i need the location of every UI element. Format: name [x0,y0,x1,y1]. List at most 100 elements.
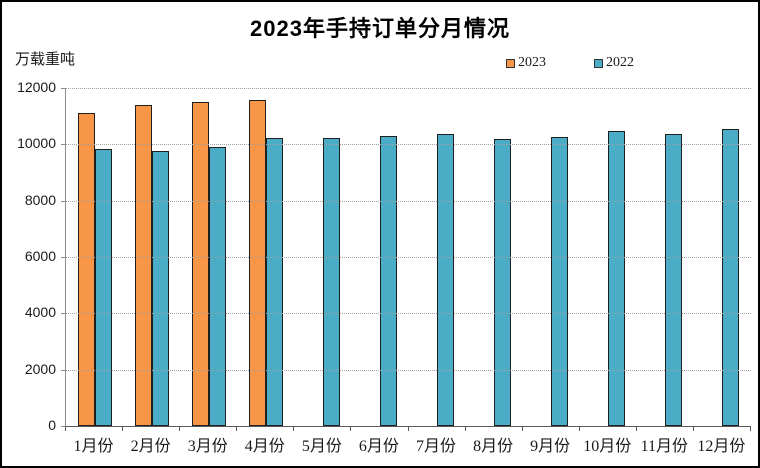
bar-group-5月份 [294,88,351,426]
bar-2022-4月份 [265,138,283,426]
bar-slot [77,88,95,426]
bar-slot [151,88,169,426]
x-axis-label-10月份: 10月份 [583,438,632,455]
x-axis-label-9月份: 9月份 [530,438,571,455]
bar-group-6月份 [351,88,408,426]
bar-slot [265,88,283,426]
bar-2022-8月份 [494,138,512,426]
x-axis-tick-mark [122,427,124,431]
x-axis-tick-mark [464,427,466,431]
x-axis-tick-mark [578,427,580,431]
y-axis-tick-label: 0 [48,417,56,433]
legend-label-2022: 2022 [606,55,634,70]
bar-group-12月份 [694,88,751,426]
x-axis-label-4月份: 4月份 [244,438,285,455]
x-axis-label-11月份: 11月份 [640,438,689,455]
bar-slot [322,88,340,426]
x-axis-label-1月份: 1月份 [73,438,114,455]
x-axis-tick-mark [750,427,751,431]
x-axis-tick-mark [692,427,694,431]
gridline-8000 [66,200,751,202]
bar-2023-2月份 [134,104,152,426]
gridline-10000 [66,144,751,146]
bar-slot [608,88,626,426]
legend-label-2023: 2023 [518,55,546,70]
legend-swatch-2023 [506,58,515,68]
y-axis-tick-label: 8000 [24,191,56,208]
bar-slot [665,88,683,426]
y-axis-tick-mark [61,88,65,89]
legend-item-2022: 2022 [594,55,634,71]
y-axis-tick-mark [61,144,65,146]
bar-slot [134,88,152,426]
bar-2022-5月份 [322,138,340,426]
bar-slot [722,88,740,426]
plot-area [65,88,751,427]
bar-slot [208,88,226,426]
y-axis-tick-label: 6000 [24,248,56,264]
bar-group-9月份 [523,88,580,426]
bar-2023-3月份 [191,102,209,426]
y-axis-tick-mark [61,426,65,427]
bar-2022-11月份 [665,134,683,426]
chart-title: 2023年手持订单分月情况 [250,16,510,41]
x-axis-label-12月份: 12月份 [697,438,746,455]
gridline-2000 [66,369,751,371]
bar-group-1月份 [66,88,123,426]
x-axis-tick-mark [179,427,181,431]
x-axis-tick-mark [635,427,637,431]
bar-group-3月份 [180,88,237,426]
y-axis-tick-mark [61,369,65,371]
x-axis-label-2月份: 2月份 [130,438,171,455]
bar-2023-4月份 [248,99,266,426]
y-axis-tick-label: 12000 [17,79,56,95]
y-axis-tick-mark [61,257,65,258]
y-axis-tick-label: 2000 [24,360,56,377]
bars-row [66,88,751,426]
legend-item-2023: 2023 [506,55,546,71]
bar-slot [494,88,512,426]
gridline-4000 [66,313,751,315]
bar-group-8月份 [466,88,523,426]
legend-swatch-2022 [594,58,603,68]
bar-2022-6月份 [379,135,397,426]
bar-group-2月份 [123,88,180,426]
x-axis-label-8月份: 8月份 [473,438,514,455]
y-axis-tick-mark [61,200,65,202]
bar-2022-2月份 [151,151,169,426]
bar-slot [551,88,569,426]
bar-2022-3月份 [208,146,226,426]
bar-slot [94,88,112,426]
gridline-6000 [66,257,751,258]
x-axis-tick-mark [350,427,352,431]
bar-2022-12月份 [722,128,740,426]
y-axis-tick-label: 4000 [24,304,56,321]
x-axis-tick-mark [236,427,238,431]
bar-slot [248,88,266,426]
y-axis-tick-label: 10000 [17,135,56,152]
y-axis-tick-mark [61,313,65,315]
gridline-12000 [66,88,751,89]
bar-group-10月份 [580,88,637,426]
bar-slot [379,88,397,426]
bar-slot [191,88,209,426]
bar-slot [437,88,454,426]
x-axis-tick-mark [293,427,295,431]
y-axis-unit-label: 万载重吨 [15,51,76,68]
bar-group-4月份 [237,88,294,426]
bar-2022-7月份 [437,134,454,426]
x-axis-tick-mark [521,427,523,431]
x-axis-label-3月份: 3月份 [187,438,228,455]
x-axis-label-7月份: 7月份 [416,438,457,455]
bar-group-7月份 [408,88,465,426]
x-axis-labels: 1月份 2月份 3月份 4月份 5月份 6月份 7月份 8月份 9月份 10月份 11月份 12月份 [65,432,750,456]
x-axis-tick-mark [407,427,409,431]
x-axis-tick-mark [65,427,66,431]
bar-2022-9月份 [551,137,569,426]
bar-group-11月份 [637,88,694,426]
bar-2023-1月份 [77,113,95,426]
x-axis-label-6月份: 6月份 [358,438,399,455]
x-axis-label-5月份: 5月份 [301,438,342,455]
bar-2022-1月份 [94,149,112,426]
